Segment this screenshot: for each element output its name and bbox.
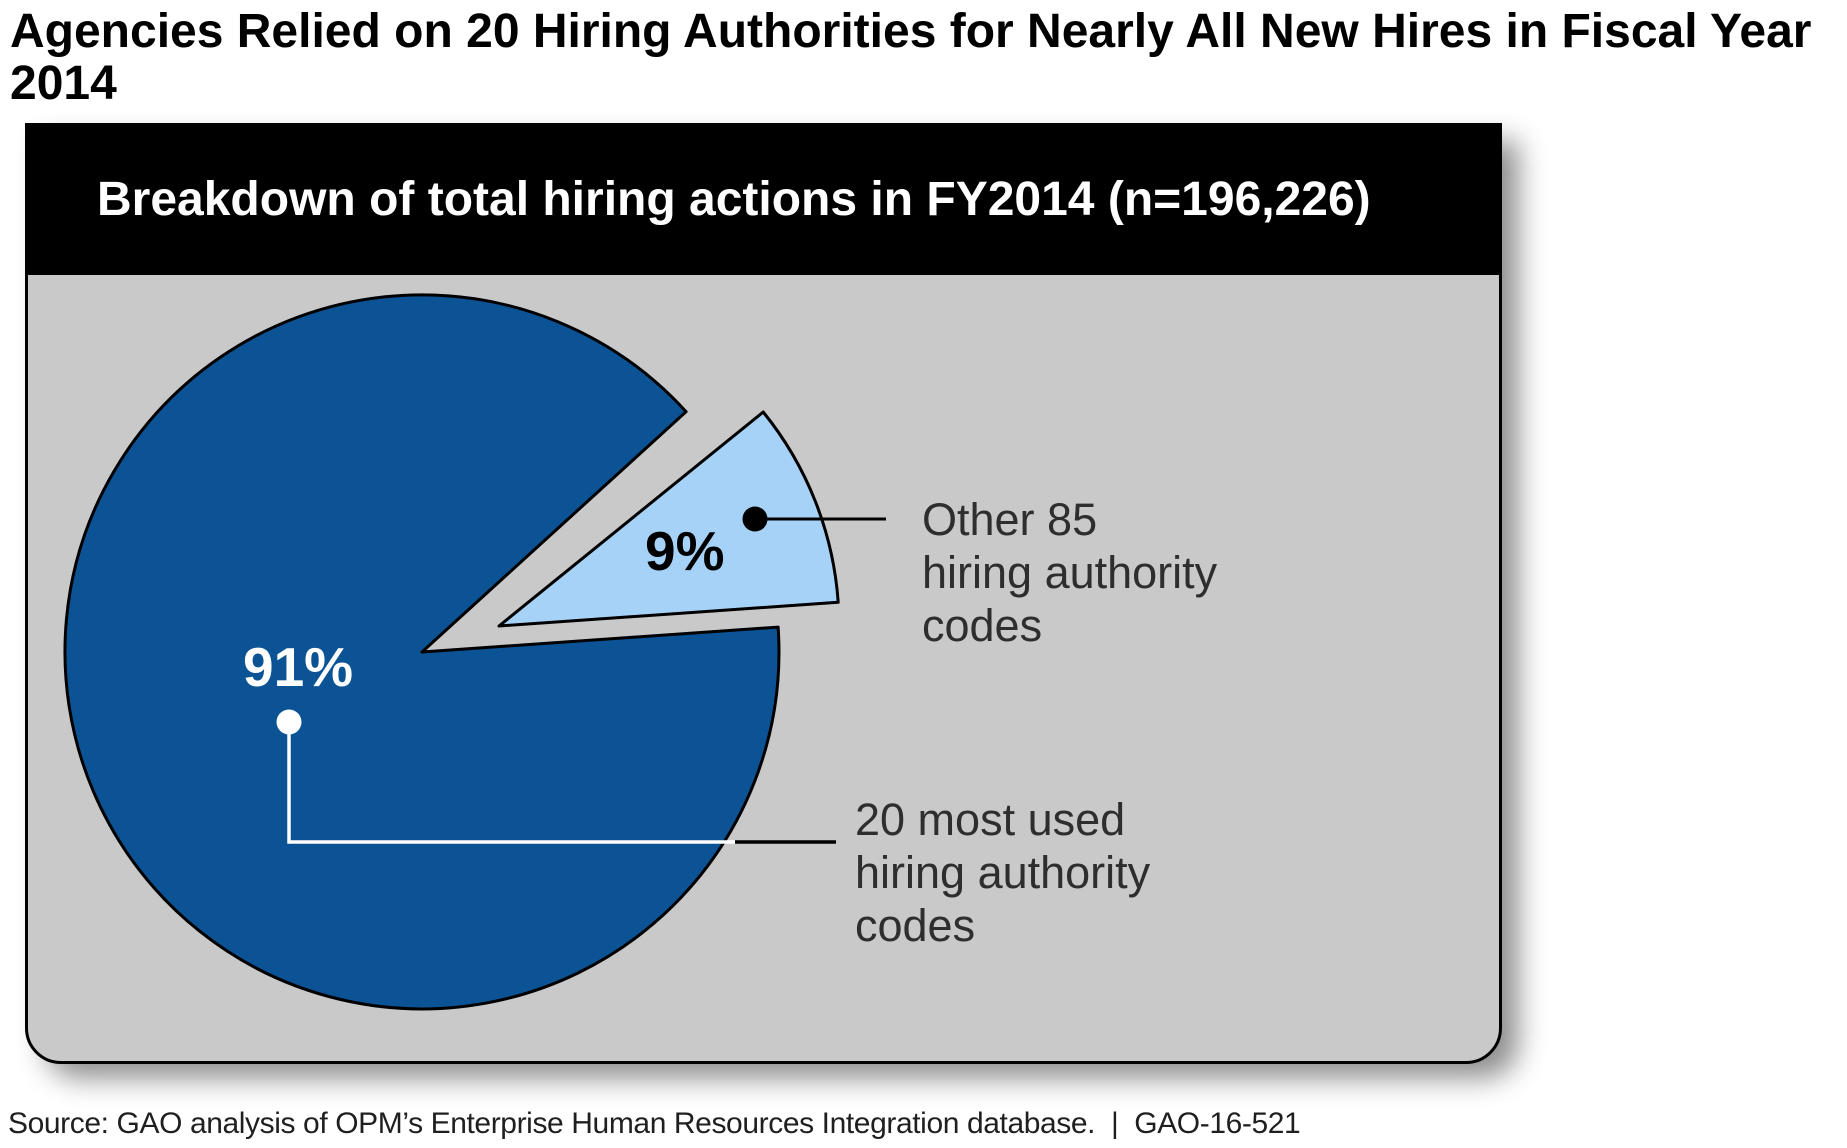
source-line: Source: GAO analysis of OPM’s Enterprise…: [8, 1107, 1301, 1140]
minor-slice-percent-label: 9%: [645, 520, 725, 582]
figure-title: Agencies Relied on 20 Hiring Authorities…: [10, 5, 1812, 110]
major-slice-percent-label: 91%: [243, 636, 354, 698]
chart-header-band: Breakdown of total hiring actions in FY2…: [25, 123, 1502, 275]
minor-slice-callout-text: Other 85 hiring authority codes: [922, 494, 1218, 651]
major-slice-callout-text: 20 most used hiring authority codes: [855, 794, 1151, 951]
chart-panel: Breakdown of total hiring actions in FY2…: [25, 123, 1502, 1064]
chart-title: Breakdown of total hiring actions in FY2…: [97, 172, 1371, 226]
